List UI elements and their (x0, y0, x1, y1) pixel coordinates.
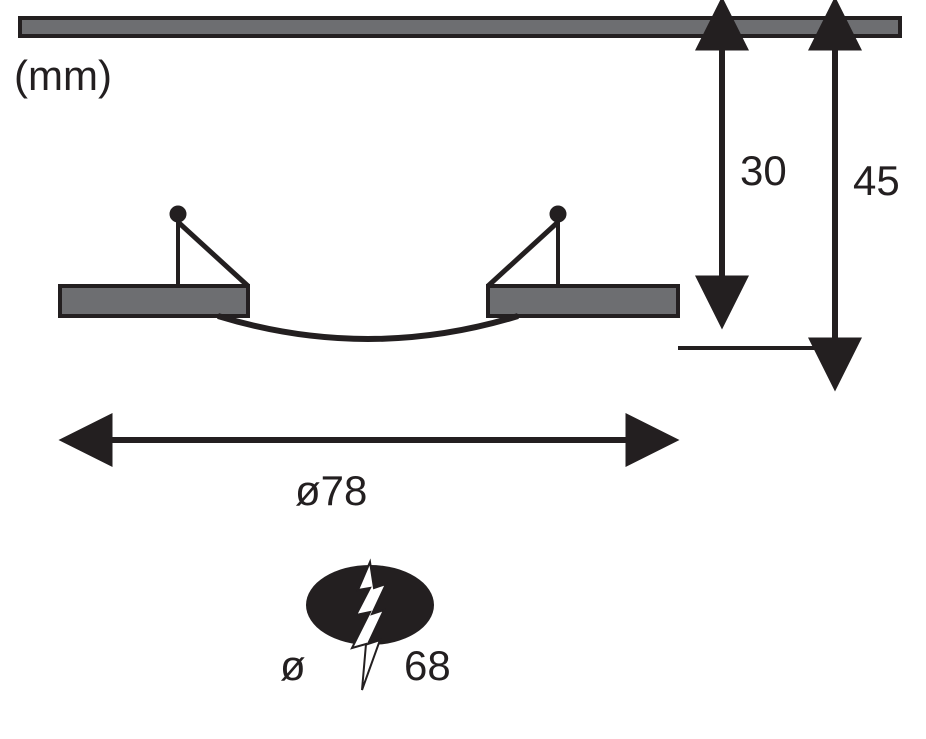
dim-cutout-value: 68 (404, 642, 451, 689)
fixture-flange-right (488, 286, 678, 316)
dim-value-diameter: ø78 (295, 467, 367, 514)
dimension-drawing: (mm) 30 45 ø78 ø 68 (0, 0, 926, 739)
unit-label: (mm) (14, 52, 112, 99)
dim-cutout-prefix: ø (280, 642, 306, 689)
fixture-lens-arc (218, 316, 518, 339)
dim-value-total: 45 (853, 157, 900, 204)
ceiling-bar (20, 18, 900, 36)
fixture-flange-left (60, 286, 248, 316)
dim-value-recess: 30 (740, 147, 787, 194)
spring-clip-left (172, 208, 248, 286)
spring-clip-right (488, 208, 564, 286)
